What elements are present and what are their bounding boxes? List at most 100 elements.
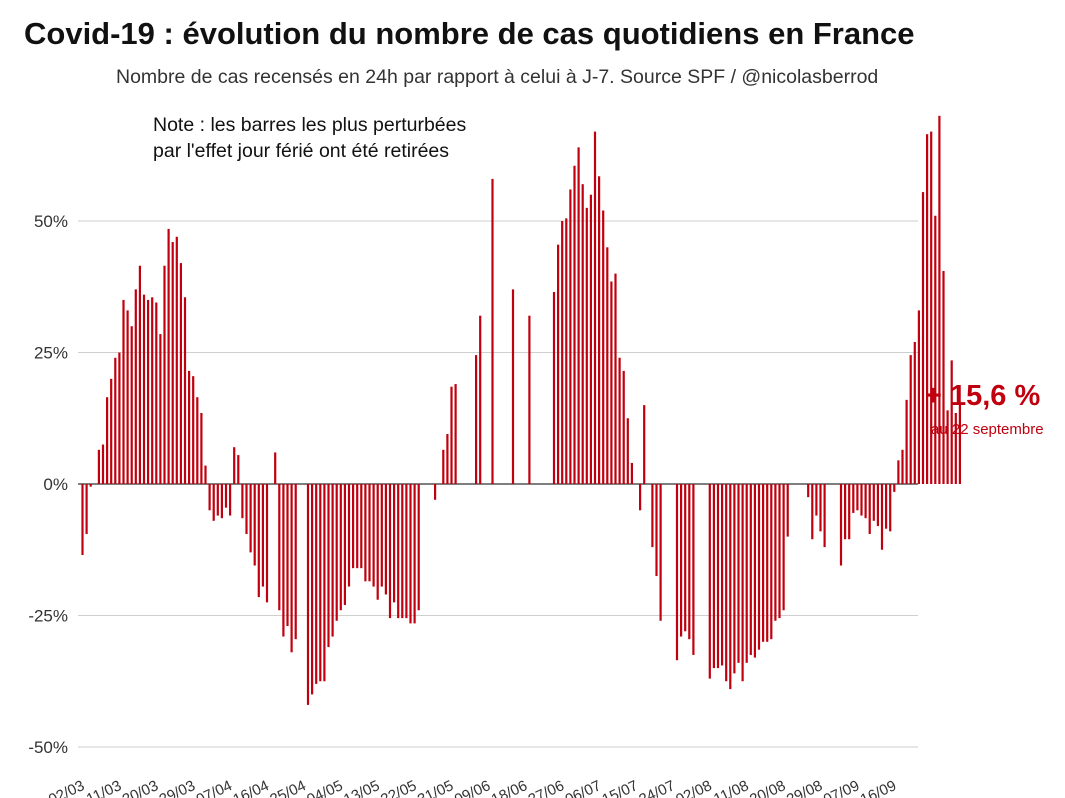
bar — [442, 449, 445, 484]
bar — [208, 484, 211, 511]
latest-date-callout: au 22 septembre — [931, 421, 1044, 438]
bar — [811, 484, 814, 540]
bar — [782, 484, 785, 611]
bar — [155, 302, 158, 484]
x-tick-label: 22/05 — [378, 777, 419, 798]
bar — [774, 484, 777, 621]
bar — [356, 484, 359, 569]
x-tick-label: 29/03 — [157, 777, 198, 798]
y-tick-label: -50% — [28, 738, 68, 757]
bar — [577, 147, 580, 485]
bar — [159, 334, 162, 484]
bar — [552, 292, 556, 484]
bar — [930, 131, 933, 484]
x-tick-label: 31/05 — [415, 777, 456, 798]
chart-title: Covid-19 : évolution du nombre de cas qu… — [24, 16, 915, 51]
bar — [762, 484, 765, 642]
bar — [905, 399, 908, 484]
bar — [954, 412, 957, 484]
bar — [200, 412, 203, 484]
x-tick-label: 02/03 — [46, 777, 87, 798]
bar — [897, 460, 900, 484]
bar — [331, 484, 334, 637]
bar — [327, 484, 330, 648]
x-tick-label: 20/08 — [747, 777, 788, 798]
bar — [479, 315, 482, 484]
x-tick-label: 04/05 — [304, 777, 345, 798]
bar — [376, 484, 379, 600]
bar — [319, 484, 322, 682]
bar — [118, 352, 121, 484]
bar — [913, 341, 916, 484]
bar — [749, 484, 752, 655]
bar — [893, 484, 896, 492]
bar — [261, 484, 264, 587]
bar — [950, 360, 953, 484]
bar — [290, 484, 293, 653]
bars — [81, 115, 961, 705]
bar — [126, 310, 129, 484]
bar — [872, 484, 875, 521]
bar — [114, 357, 117, 484]
bar — [958, 402, 961, 484]
x-tick-label: 27/06 — [526, 777, 567, 798]
bar — [815, 484, 818, 516]
bar — [876, 484, 879, 527]
bar — [315, 484, 318, 684]
x-tick-label: 15/07 — [599, 777, 640, 798]
bar — [561, 221, 564, 484]
bar — [860, 484, 863, 516]
bar — [528, 315, 531, 484]
bar — [335, 484, 338, 621]
bar — [89, 484, 92, 487]
bar — [557, 244, 560, 484]
bar — [581, 184, 584, 484]
bar — [183, 297, 187, 484]
bar — [192, 376, 195, 484]
bar — [446, 434, 449, 484]
bar — [885, 484, 888, 529]
x-tick-label: 25/04 — [267, 777, 308, 798]
bar — [622, 370, 625, 484]
bar — [134, 289, 137, 484]
y-tick-label: 50% — [34, 212, 68, 231]
bar — [606, 247, 609, 484]
bar — [778, 484, 781, 619]
bar — [384, 484, 387, 595]
bar — [565, 218, 568, 484]
bar — [618, 357, 621, 484]
note-line-2: par l'effet jour férié ont été retirées — [153, 140, 450, 162]
bar — [294, 484, 297, 640]
bar — [593, 131, 597, 484]
bar — [585, 207, 588, 484]
bar — [598, 176, 601, 485]
bar — [101, 444, 105, 484]
bar — [626, 418, 629, 484]
bar — [110, 378, 113, 484]
bar — [212, 484, 215, 521]
x-tick-label: 13/05 — [341, 777, 382, 798]
bar — [380, 484, 383, 587]
x-tick-label: 07/09 — [821, 777, 862, 798]
bar — [839, 484, 843, 566]
bar — [364, 484, 367, 582]
bar — [106, 397, 109, 484]
x-tick-label: 07/04 — [194, 777, 235, 798]
bar — [675, 484, 679, 661]
x-tick-label: 16/09 — [858, 777, 899, 798]
bar — [393, 484, 396, 603]
gridlines — [78, 220, 918, 748]
bar — [81, 484, 84, 556]
bar — [85, 484, 88, 534]
bar — [417, 484, 420, 611]
bar — [909, 355, 912, 484]
bar — [852, 484, 855, 513]
bar — [224, 484, 228, 508]
bar — [388, 484, 392, 619]
bar — [946, 410, 949, 484]
bar — [889, 484, 892, 532]
bar — [589, 194, 592, 484]
bar — [651, 484, 654, 548]
bar — [237, 455, 240, 484]
